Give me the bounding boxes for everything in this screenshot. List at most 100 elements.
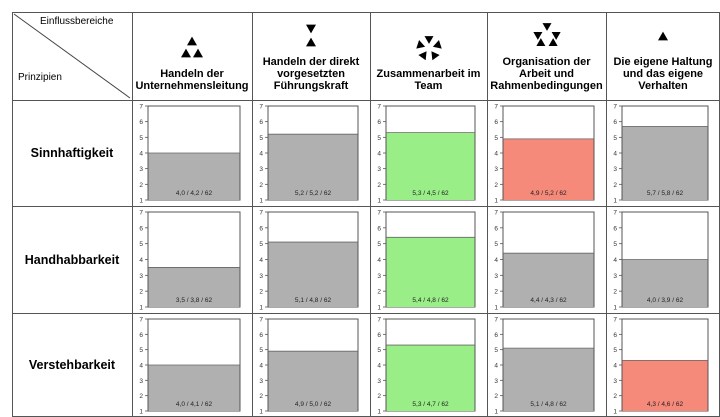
y-tick-label: 2 [259, 182, 263, 189]
y-tick-label: 2 [259, 289, 263, 296]
row-header-sinnhaftigkeit: Sinnhaftigkeit [30, 146, 114, 160]
grid-vline [12, 12, 13, 417]
y-tick-label: 1 [139, 409, 143, 416]
data-label: 5,1 / 4,8 / 62 [295, 297, 332, 304]
y-tick-label: 5 [494, 135, 498, 142]
grid-vline [606, 12, 607, 417]
y-tick-label: 7 [494, 104, 498, 111]
corner-top-label: Einflussbereiche [40, 16, 114, 27]
data-label: 5,4 / 4,8 / 62 [412, 297, 449, 304]
y-tick-label: 2 [259, 393, 263, 400]
bar [622, 360, 708, 411]
y-tick-label: 4 [259, 151, 263, 158]
y-tick-label: 7 [613, 317, 617, 324]
mini-chart-svg: 1 2 3 4 5 6 7 3,5 / 3,8 / 62 [139, 210, 241, 312]
data-label: 4,0 / 4,1 / 62 [176, 401, 213, 408]
corner-header: Einflussbereiche Prinzipien [12, 12, 132, 100]
y-tick-label: 4 [377, 363, 381, 370]
bar [148, 365, 240, 411]
y-tick-label: 3 [259, 378, 263, 385]
column-header-2: Handeln der direkt vorgesetzten Führungskr… [252, 12, 370, 100]
data-label: 5,1 / 4,8 / 62 [530, 401, 567, 408]
y-tick-label: 6 [377, 225, 381, 232]
data-label: 4,3 / 4,6 / 62 [647, 401, 684, 408]
y-tick-label: 2 [377, 289, 381, 296]
y-tick-label: 7 [139, 104, 143, 111]
column-header-3: Zusammenarbeit im Team [370, 12, 487, 100]
y-tick-label: 7 [613, 210, 617, 217]
y-tick-label: 2 [613, 393, 617, 400]
y-tick-label: 6 [259, 119, 263, 126]
y-tick-label: 5 [139, 347, 143, 354]
y-tick-label: 6 [613, 225, 617, 232]
y-tick-label: 2 [377, 182, 381, 189]
y-tick-label: 3 [494, 378, 498, 385]
y-tick-label: 7 [259, 104, 263, 111]
y-tick-label: 1 [494, 198, 498, 205]
bar [622, 126, 708, 200]
y-tick-label: 5 [377, 347, 381, 354]
y-tick-label: 7 [377, 317, 381, 324]
y-tick-label: 5 [139, 135, 143, 142]
y-tick-label: 1 [494, 409, 498, 416]
row-header-handhabbarkeit: Handhabbarkeit [24, 252, 120, 267]
data-label: 4,0 / 3,9 / 62 [647, 297, 684, 304]
mini-chart-svg: 1 2 3 4 5 6 7 4,0 / 3,9 / 62 [613, 210, 709, 312]
data-label: 4,4 / 4,3 / 62 [530, 297, 567, 304]
y-tick-label: 6 [494, 119, 498, 126]
rotating-triangles-icon [532, 23, 561, 46]
y-tick-label: 2 [613, 182, 617, 189]
mini-chart: 1 2 3 4 5 6 7 5,3 / 4,7 / 62 [370, 313, 487, 417]
y-tick-label: 1 [139, 198, 143, 205]
y-tick-label: 4 [377, 151, 381, 158]
y-tick-label: 1 [139, 305, 143, 312]
y-tick-label: 5 [139, 241, 143, 248]
y-tick-label: 4 [613, 257, 617, 264]
grid-vline [252, 12, 253, 417]
bar [148, 267, 240, 307]
y-tick-label: 7 [139, 210, 143, 217]
y-tick-label: 1 [613, 198, 617, 205]
mini-chart: 1 2 3 4 5 6 7 4,4 / 4,3 / 62 [487, 206, 606, 313]
mini-chart-svg: 1 2 3 4 5 6 7 4,4 / 4,3 / 62 [494, 210, 595, 312]
mini-chart: 1 2 3 4 5 6 7 3,5 / 3,8 / 62 [132, 206, 252, 313]
y-tick-label: 5 [494, 241, 498, 248]
y-tick-label: 7 [259, 317, 263, 324]
y-tick-label: 4 [139, 151, 143, 158]
column-header-line: Unternehmensleitung [135, 80, 249, 92]
grid-hline [12, 313, 720, 314]
y-tick-label: 3 [259, 166, 263, 173]
bar [386, 237, 475, 307]
y-tick-label: 3 [377, 166, 381, 173]
y-tick-label: 3 [377, 378, 381, 385]
mini-chart: 1 2 3 4 5 6 7 5,1 / 4,8 / 62 [487, 313, 606, 417]
y-tick-label: 3 [494, 166, 498, 173]
mini-chart: 1 2 3 4 5 6 7 4,0 / 4,2 / 62 [132, 100, 252, 206]
y-tick-label: 3 [613, 273, 617, 280]
grid-vline [132, 12, 133, 417]
y-tick-label: 1 [494, 305, 498, 312]
triangle-cluster-icon [181, 36, 203, 58]
single-triangle-icon [658, 31, 668, 41]
grid-hline [12, 12, 720, 13]
y-tick-label: 7 [494, 210, 498, 217]
y-tick-label: 4 [259, 257, 263, 264]
y-tick-label: 1 [259, 409, 263, 416]
y-tick-label: 6 [377, 119, 381, 126]
grid-hline [12, 100, 720, 101]
bar [622, 259, 708, 307]
y-tick-label: 5 [259, 135, 263, 142]
mini-chart: 1 2 3 4 5 6 7 5,2 / 5,2 / 62 [252, 100, 370, 206]
y-tick-label: 5 [377, 241, 381, 248]
y-tick-label: 2 [613, 289, 617, 296]
data-label: 5,3 / 4,7 / 62 [412, 401, 449, 408]
column-header-line: Handeln der [160, 68, 224, 80]
grid-vline [487, 12, 488, 417]
column-header-1: Handeln der Unternehmensleitung [132, 12, 252, 100]
column-header-line: Die eigene Haltung [613, 56, 713, 68]
y-tick-label: 7 [259, 210, 263, 217]
y-tick-label: 5 [259, 347, 263, 354]
y-tick-label: 4 [377, 257, 381, 264]
y-tick-label: 2 [139, 182, 143, 189]
